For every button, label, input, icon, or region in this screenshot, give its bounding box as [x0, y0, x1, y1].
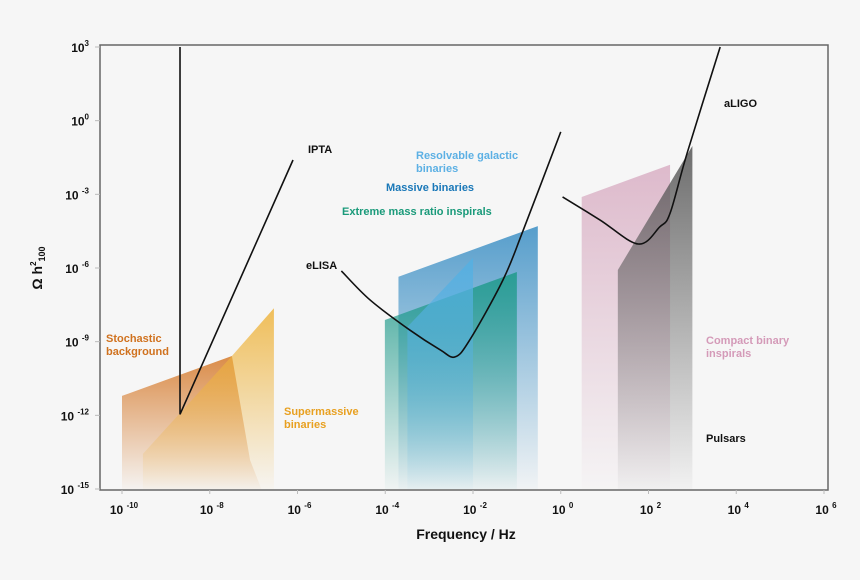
y-tick-label: 10 -9: [65, 334, 89, 350]
y-tick-label: 100: [71, 113, 89, 129]
label-ipta: IPTA: [308, 144, 332, 156]
label-compact-binary-inspirals: Compact binary inspirals: [706, 335, 790, 360]
x-axis-ticks: 10 -10 10 -8 10 -6 10 -4 10 -2 10 0 10 2 10 4 10…: [110, 490, 837, 517]
label-elisa: eLISA: [306, 260, 337, 272]
label-aligo: aLIGO: [724, 98, 757, 110]
label-supermassive-binaries: Supermassive binaries: [284, 406, 359, 431]
x-tick-label: 10 -10: [110, 501, 139, 517]
y-tick-label: 10 -15: [61, 481, 90, 497]
x-tick-label: 10 6: [815, 501, 837, 517]
y-tick-label: 10 -6: [65, 260, 89, 276]
x-tick-label: 10 -4: [375, 501, 399, 517]
x-tick-label: 10 -6: [288, 501, 312, 517]
label-stochastic-background: Stochastic background: [106, 333, 169, 358]
source-regions: [122, 145, 693, 489]
x-tick-label: 10 4: [728, 501, 750, 517]
label-massive-binaries: Massive binaries: [386, 182, 474, 194]
curve-aligo: [562, 46, 721, 245]
region-resolvable-galactic-binaries: [407, 257, 473, 489]
label-resolvable-galactic-binaries: Resolvable galactic binaries: [416, 150, 518, 175]
region-pulsars: [617, 145, 693, 489]
x-tick-label: 10 2: [640, 501, 662, 517]
y-axis-label: Ω h2100: [29, 246, 47, 289]
x-tick-label: 10 0: [552, 501, 574, 517]
label-emri: Extreme mass ratio inspirals: [342, 206, 492, 218]
x-tick-label: 10 -8: [200, 501, 224, 517]
y-tick-label: 103: [71, 39, 89, 55]
y-tick-label: 10 -3: [65, 186, 89, 202]
label-pulsars: Pulsars: [706, 433, 746, 445]
y-tick-label: 10 -12: [61, 407, 90, 423]
region-supermassive-binaries: [142, 308, 274, 489]
sensitivity-curves: [179, 46, 721, 415]
curve-ipta: [179, 47, 294, 415]
curve-elisa: [340, 131, 562, 359]
y-axis-ticks: 103 100 10 -3 10 -6 10 -9 10 -12 10 -15: [61, 39, 100, 497]
x-axis-label: Frequency / Hz: [416, 526, 516, 542]
x-tick-label: 10 -2: [463, 501, 487, 517]
